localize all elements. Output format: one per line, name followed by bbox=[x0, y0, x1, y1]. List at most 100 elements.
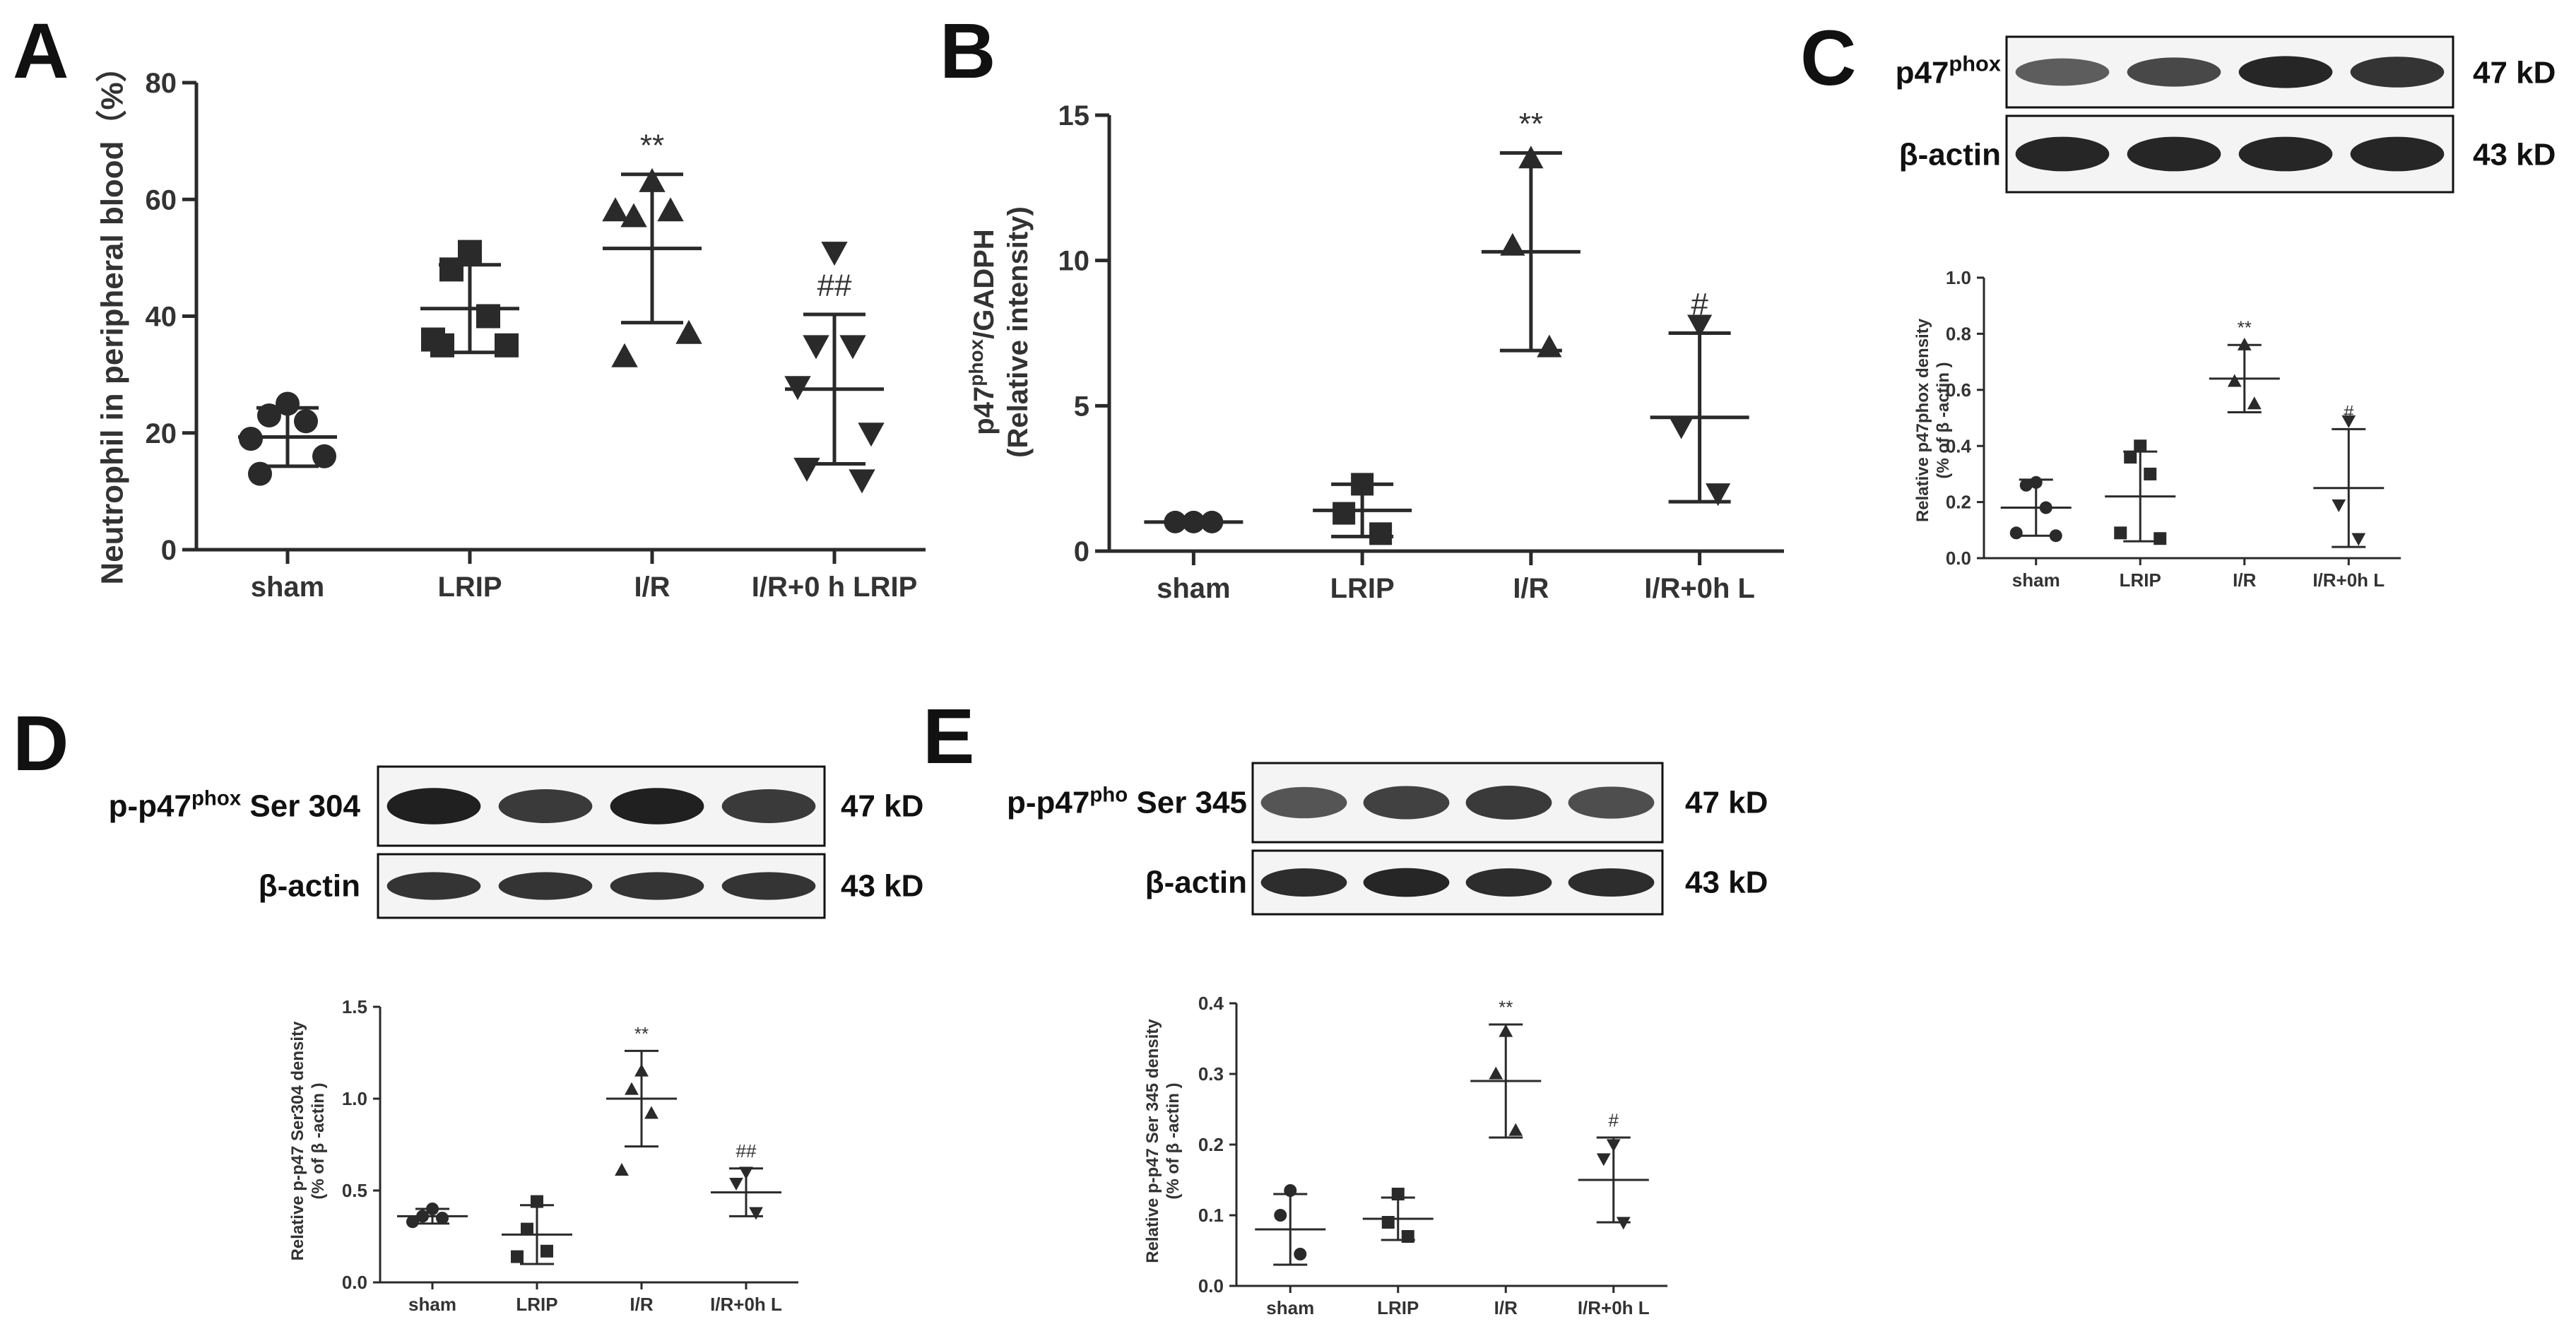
y-axis-label: Relative p-p47 Ser 345 density bbox=[1143, 1019, 1162, 1263]
data-point bbox=[675, 319, 702, 344]
data-point bbox=[531, 1195, 543, 1208]
blot-kd-label: 47 kD bbox=[841, 789, 923, 824]
data-point bbox=[1401, 1230, 1414, 1243]
blot-band bbox=[1260, 786, 1347, 819]
western-blot-e: p-p47pho Ser 345 47 kD β-actin 43 kD bbox=[1007, 762, 1768, 916]
blot-band bbox=[1363, 868, 1450, 897]
data-point bbox=[602, 197, 629, 222]
y-tick-label: 0.2 bbox=[1198, 1134, 1224, 1155]
data-point bbox=[540, 1244, 553, 1258]
data-point bbox=[1518, 146, 1544, 169]
blot-kd-label: 43 kD bbox=[1685, 866, 1768, 900]
data-point bbox=[248, 461, 272, 486]
data-point bbox=[1333, 502, 1356, 525]
data-point bbox=[729, 1177, 743, 1191]
x-tick-label: sham bbox=[2012, 569, 2060, 591]
data-point bbox=[430, 333, 454, 358]
data-point bbox=[476, 304, 500, 329]
data-point bbox=[1200, 510, 1224, 533]
data-point bbox=[521, 1222, 533, 1236]
data-point bbox=[2341, 415, 2356, 428]
blot-band bbox=[2238, 56, 2333, 88]
x-tick-label: sham bbox=[1266, 1297, 1314, 1318]
data-point bbox=[1164, 510, 1187, 533]
data-point bbox=[1596, 1153, 1611, 1166]
y-tick-label: 10 bbox=[1058, 246, 1090, 277]
blot-band bbox=[2350, 57, 2445, 88]
blot-band bbox=[2015, 58, 2110, 86]
data-point bbox=[2134, 439, 2147, 453]
x-tick-label: I/R+0h L bbox=[1578, 1297, 1650, 1318]
data-point bbox=[406, 1215, 419, 1229]
significance-label: ## bbox=[736, 1140, 757, 1162]
data-point bbox=[1489, 1066, 1503, 1080]
data-point bbox=[2332, 499, 2346, 512]
data-point bbox=[312, 444, 336, 468]
blot-kd-label: 43 kD bbox=[841, 869, 923, 904]
data-point bbox=[2227, 374, 2242, 387]
blot-band bbox=[2238, 136, 2333, 172]
panel-letter-d: D bbox=[13, 700, 69, 787]
significance-label: ** bbox=[1499, 996, 1513, 1017]
significance-label: # bbox=[1691, 287, 1708, 321]
x-tick-label: sham bbox=[251, 572, 325, 603]
data-point bbox=[2029, 476, 2043, 489]
data-point bbox=[1182, 510, 1205, 533]
data-point bbox=[739, 1166, 753, 1180]
significance-label: # bbox=[2344, 401, 2354, 423]
x-tick-label: I/R bbox=[2233, 569, 2256, 591]
y-tick-label: 5 bbox=[1074, 391, 1089, 422]
y-axis-label: (% of β -actin ) bbox=[1934, 362, 1953, 478]
x-tick-label: I/R bbox=[634, 572, 670, 603]
y-axis-label-group: Relative p47phox density (% of β -actin ) bbox=[1913, 318, 1953, 522]
y-tick-label: 0 bbox=[161, 535, 177, 566]
data-point bbox=[2153, 532, 2167, 545]
data-point bbox=[1274, 1209, 1287, 1222]
y-axis-label: (% of β -actin ) bbox=[1164, 1082, 1183, 1199]
data-point bbox=[439, 257, 463, 282]
panel-letter-c: C bbox=[1800, 15, 1856, 102]
chart-a: 0 20 40 60 80 sham LRIP I/R I/R+0 h LRIP Neutroph… bbox=[95, 51, 926, 603]
data-point bbox=[2039, 501, 2052, 514]
data-point bbox=[1369, 522, 1393, 545]
data-point bbox=[1537, 334, 1562, 358]
data-point bbox=[2049, 529, 2062, 543]
data-point bbox=[639, 167, 666, 192]
data-point bbox=[821, 242, 848, 266]
blot-row-label: p47phox bbox=[1896, 51, 2001, 90]
blot-band bbox=[498, 789, 593, 823]
y-tick-label: 1.5 bbox=[342, 996, 367, 1017]
western-blot-c: p47phox 47 kD β-actin 43 kD bbox=[1896, 35, 2556, 194]
data-point bbox=[1687, 314, 1713, 338]
y-tick-label: 0.4 bbox=[1198, 993, 1224, 1014]
data-point bbox=[749, 1207, 763, 1220]
y-tick-label: 0.5 bbox=[342, 1180, 367, 1201]
data-point bbox=[1616, 1217, 1631, 1230]
data-point bbox=[276, 391, 300, 416]
data-point bbox=[1500, 232, 1525, 256]
y-axis-label: (Relative intensity) bbox=[1003, 206, 1034, 458]
x-tick-label: LRIP bbox=[1377, 1297, 1419, 1318]
blot-row-label: β-actin bbox=[1145, 866, 1247, 900]
data-point bbox=[1294, 1248, 1307, 1260]
y-tick-label: 0 bbox=[1074, 536, 1089, 567]
y-axis-label-group: Neutrophil in peripheral blood（%） bbox=[95, 51, 129, 584]
blot-kd-label: 43 kD bbox=[2473, 137, 2556, 172]
data-point bbox=[839, 335, 866, 360]
y-tick-label: 0.0 bbox=[1946, 548, 1971, 569]
data-point bbox=[1284, 1184, 1297, 1197]
blot-band bbox=[1363, 786, 1450, 820]
x-tick-label: LRIP bbox=[1330, 573, 1395, 604]
blot-row-label: p-p47pho Ser 345 bbox=[1007, 783, 1247, 820]
blot-band bbox=[2127, 136, 2221, 172]
significance-label: ** bbox=[640, 128, 664, 163]
blot-band bbox=[610, 788, 704, 825]
chart-d: 0.0 0.5 1.0 1.5 sham LRIP I/R I/R+0h L Relative … bbox=[288, 996, 798, 1315]
chart-b: 0 5 10 15 sham LRIP I/R I/R+0h L p47phox/GADPH (R… bbox=[965, 100, 1784, 604]
western-blot-d: p-p47phox Ser 304 47 kD β-actin 43 kD bbox=[109, 765, 923, 919]
data-point bbox=[625, 1082, 639, 1095]
panel-letter-a: A bbox=[13, 8, 69, 95]
data-point bbox=[1351, 473, 1374, 496]
data-point bbox=[294, 409, 318, 434]
blot-kd-label: 47 kD bbox=[2473, 55, 2556, 90]
